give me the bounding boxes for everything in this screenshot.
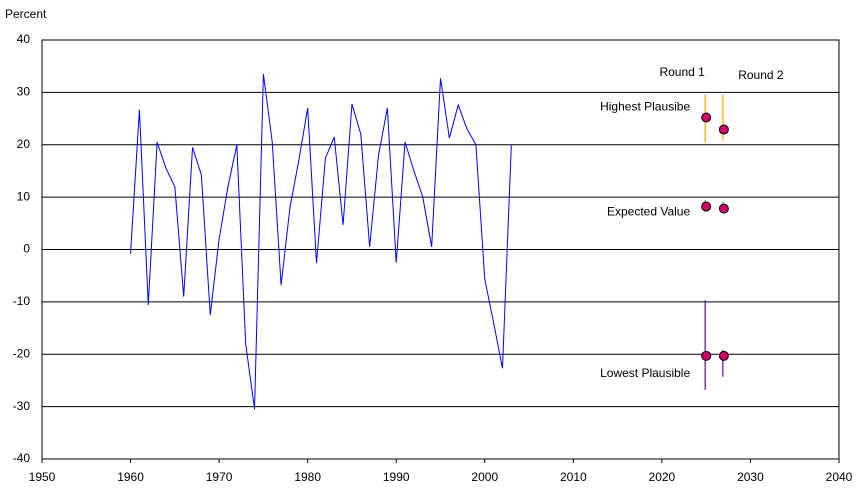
data-line	[130, 73, 512, 410]
estimate-marker	[718, 350, 729, 361]
estimate-label: Lowest Plausible	[600, 366, 690, 380]
y-tick-label: 10	[17, 189, 31, 203]
x-tick-label: 2040	[826, 470, 853, 484]
y-tick-label: -40	[13, 451, 31, 465]
y-tick-label: -20	[13, 346, 31, 360]
estimate-marker	[718, 124, 729, 135]
x-tick-label: 2020	[649, 470, 676, 484]
x-tick-label: 1970	[206, 470, 233, 484]
x-tick-label: 2030	[737, 470, 764, 484]
estimate-marker	[701, 201, 712, 212]
x-tick-label: 1980	[294, 470, 321, 484]
y-tick-label: 40	[17, 32, 31, 46]
y-tick-label: -30	[13, 399, 31, 413]
estimate-label: Expected Value	[607, 205, 690, 219]
round-label: Round 2	[738, 68, 784, 82]
x-tick-label: 1950	[29, 470, 56, 484]
x-tick-label: 2000	[471, 470, 498, 484]
x-tick-label: 1960	[117, 470, 144, 484]
y-tick-label: -10	[13, 294, 31, 308]
y-tick-label: 20	[17, 137, 31, 151]
y-tick-label: 0	[23, 242, 30, 256]
x-tick-label: 1990	[383, 470, 410, 484]
x-tick-label: 2010	[560, 470, 587, 484]
estimate-marker	[701, 350, 712, 361]
plot-frame	[41, 39, 840, 460]
y-tick-label: 30	[17, 85, 31, 99]
round-label: Round 1	[659, 65, 705, 79]
estimate-marker	[701, 112, 712, 123]
y-axis-label: Percent	[5, 7, 47, 21]
estimate-label: Highest Plausibe	[600, 100, 690, 114]
estimate-marker	[718, 203, 729, 214]
